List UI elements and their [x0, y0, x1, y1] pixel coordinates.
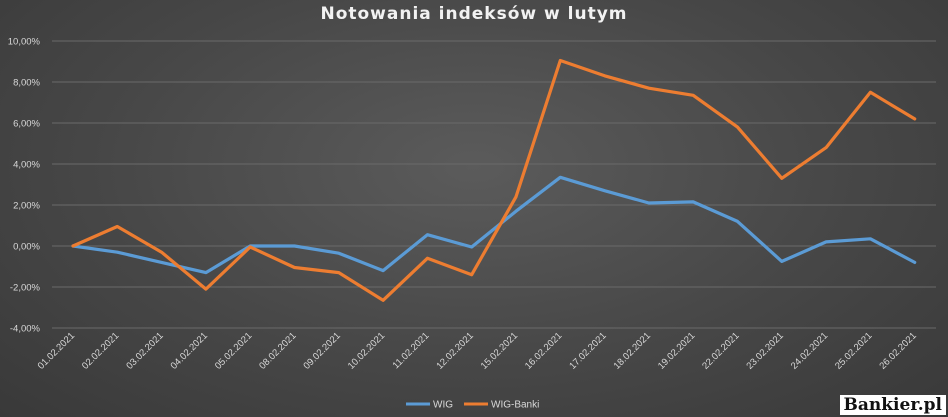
- x-tick-label: 12.02.2021: [434, 330, 475, 371]
- y-tick-label: 8,00%: [13, 78, 40, 89]
- legend: WIG WIG-Banki: [406, 400, 539, 411]
- x-tick-label: 04.02.2021: [169, 330, 210, 371]
- legend-label: WIG: [433, 400, 453, 411]
- y-axis-ticks: -4,00% -2,00% 0,00% 2,00% 4,00% 6,00% 8,00% 10,…: [8, 37, 41, 335]
- x-tick-label: 02.02.2021: [80, 330, 121, 371]
- x-tick-label: 15.02.2021: [479, 330, 520, 371]
- x-tick-label: 24.02.2021: [789, 330, 830, 371]
- x-tick-label: 03.02.2021: [124, 330, 165, 371]
- y-tick-label: 6,00%: [13, 119, 40, 130]
- grid-lines: [52, 40, 936, 329]
- x-axis-ticks: 01.02.2021 02.02.2021 03.02.2021 04.02.2021…: [36, 330, 919, 371]
- x-tick-label: 26.02.2021: [877, 330, 918, 371]
- x-tick-label: 16.02.2021: [523, 330, 564, 371]
- y-tick-label: 4,00%: [13, 160, 40, 171]
- x-tick-label: 10.02.2021: [346, 330, 387, 371]
- y-tick-label: -2,00%: [10, 283, 41, 294]
- x-tick-label: 18.02.2021: [612, 330, 653, 371]
- y-tick-label: 0,00%: [13, 242, 40, 253]
- y-tick-label: 2,00%: [13, 201, 40, 212]
- x-tick-label: 05.02.2021: [213, 330, 254, 371]
- x-tick-label: 25.02.2021: [833, 330, 874, 371]
- x-tick-label: 22.02.2021: [700, 330, 741, 371]
- legend-label: WIG-Banki: [491, 400, 539, 411]
- y-tick-label: -4,00%: [10, 324, 41, 335]
- x-tick-label: 23.02.2021: [745, 330, 786, 371]
- series-line-wig: [71, 175, 917, 275]
- x-tick-label: 09.02.2021: [302, 330, 343, 371]
- bankier-logo: Bankier.pl: [839, 395, 946, 415]
- x-tick-label: 11.02.2021: [391, 330, 432, 371]
- x-tick-label: 17.02.2021: [567, 330, 608, 371]
- chart-title: Notowania indeksów w lutym: [320, 4, 627, 24]
- series-group: [71, 58, 917, 302]
- y-tick-label: 10,00%: [8, 37, 41, 48]
- x-tick-label: 01.02.2021: [36, 330, 77, 371]
- x-tick-label: 08.02.2021: [257, 330, 298, 371]
- series-line-wig-banki: [71, 58, 917, 302]
- x-tick-label: 19.02.2021: [656, 330, 697, 371]
